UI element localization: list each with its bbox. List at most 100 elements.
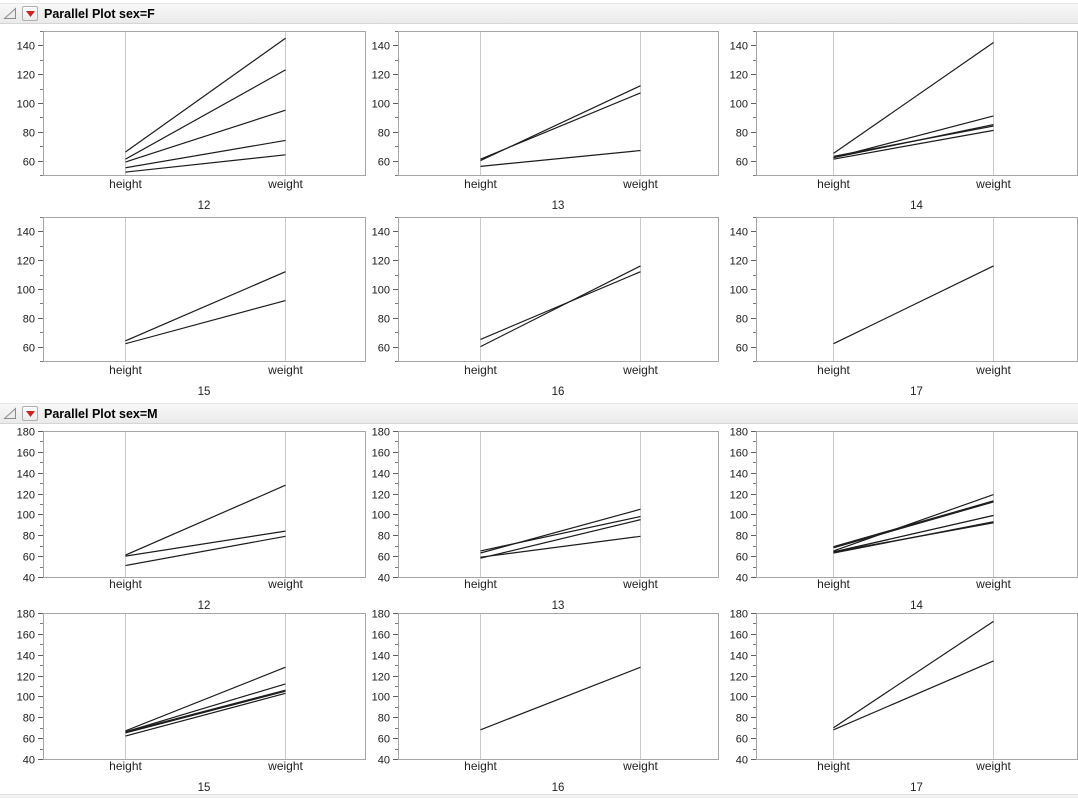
profile-line bbox=[833, 129, 994, 160]
y-axis-tick-label: 160 bbox=[17, 630, 35, 642]
y-axis-tick-label: 160 bbox=[730, 630, 748, 642]
y-axis-tick-label: 120 bbox=[730, 70, 748, 82]
y-axis-tick-label: 80 bbox=[736, 713, 748, 725]
disclosure-triangle-icon[interactable] bbox=[3, 406, 18, 421]
red-triangle-menu-button[interactable] bbox=[22, 6, 38, 21]
y-axis-tick-label: 140 bbox=[17, 469, 35, 481]
y-axis-tick-label: 60 bbox=[23, 343, 35, 355]
panel-age-label: 17 bbox=[910, 782, 923, 794]
y-axis-tick-label: 180 bbox=[730, 427, 748, 439]
y-axis-tick-label: 140 bbox=[372, 651, 390, 663]
profile-line bbox=[833, 514, 994, 553]
profile-line bbox=[125, 139, 286, 169]
y-axis-tick-label: 120 bbox=[372, 672, 390, 684]
y-axis-tick-label: 60 bbox=[378, 552, 390, 564]
y-axis-tick-label: 100 bbox=[372, 510, 390, 522]
y-axis-tick-label: 120 bbox=[730, 256, 748, 268]
y-axis-tick-label: 80 bbox=[736, 314, 748, 326]
y-axis-tick-label: 160 bbox=[372, 630, 390, 642]
y-axis-tick-label: 40 bbox=[736, 573, 748, 585]
weight-axis-label: weight bbox=[975, 177, 1011, 191]
panel-frame bbox=[756, 431, 1078, 578]
y-axis-tick-label: 80 bbox=[23, 713, 35, 725]
y-axis-tick-label: 180 bbox=[17, 609, 35, 621]
weight-axis-label: weight bbox=[975, 759, 1011, 773]
panel-frame bbox=[756, 217, 1078, 362]
panel-f-age-12: 60 80 100 120 140 height weight 12 bbox=[17, 31, 366, 212]
profile-line bbox=[125, 69, 286, 160]
y-axis-tick-label: 120 bbox=[17, 672, 35, 684]
panel-age-label: 14 bbox=[910, 200, 923, 212]
panel-frame bbox=[43, 31, 366, 176]
panel-f-age-15: 60 80 100 120 140 height weight 15 bbox=[17, 217, 366, 398]
panel-m-age-16: 40 60 80 100 120 140 160 180 height weight 16 bbox=[372, 609, 719, 794]
y-axis-tick-label: 100 bbox=[372, 692, 390, 704]
profile-line bbox=[125, 683, 286, 733]
y-axis-tick-label: 120 bbox=[730, 490, 748, 502]
y-axis-tick-label: 60 bbox=[736, 343, 748, 355]
panel-age-label: 13 bbox=[552, 200, 565, 212]
panel-frame bbox=[398, 217, 719, 362]
y-axis-tick-label: 160 bbox=[17, 448, 35, 460]
y-axis-tick-label: 100 bbox=[17, 285, 35, 297]
y-axis-tick-label: 60 bbox=[23, 157, 35, 169]
profile-line bbox=[480, 535, 641, 558]
panel-m-age-17: 40 60 80 100 120 140 160 180 height weight 17 bbox=[730, 609, 1078, 794]
y-axis-tick-label: 140 bbox=[730, 651, 748, 663]
y-axis-tick-label: 100 bbox=[372, 99, 390, 111]
height-axis-label: height bbox=[109, 177, 142, 191]
height-axis-label: height bbox=[817, 759, 850, 773]
y-axis-tick-label: 120 bbox=[17, 256, 35, 268]
y-axis-tick-label: 60 bbox=[736, 552, 748, 564]
weight-axis-label: weight bbox=[975, 363, 1011, 377]
profile-line bbox=[125, 37, 286, 153]
panel-age-label: 16 bbox=[552, 386, 565, 398]
y-axis-tick-label: 180 bbox=[372, 427, 390, 439]
y-axis-tick-label: 160 bbox=[730, 448, 748, 460]
y-axis-tick-label: 180 bbox=[730, 609, 748, 621]
y-axis-tick-label: 140 bbox=[372, 227, 390, 239]
panel-age-label: 13 bbox=[552, 600, 565, 612]
weight-axis-label: weight bbox=[622, 759, 658, 773]
y-axis-tick-label: 80 bbox=[378, 531, 390, 543]
y-axis-tick-label: 180 bbox=[17, 427, 35, 439]
panel-frame bbox=[43, 217, 366, 362]
panel-f-age-16: 60 80 100 120 140 height weight 16 bbox=[372, 217, 719, 398]
panel-age-label: 15 bbox=[198, 386, 211, 398]
y-axis-tick-label: 80 bbox=[23, 128, 35, 140]
panel-age-label: 17 bbox=[910, 386, 923, 398]
section-title: Parallel Plot sex=M bbox=[44, 406, 158, 421]
red-triangle-icon bbox=[25, 10, 35, 17]
y-axis-tick-label: 60 bbox=[736, 734, 748, 746]
height-axis-label: height bbox=[109, 363, 142, 377]
y-axis-tick-label: 140 bbox=[372, 41, 390, 53]
panel-f-age-14: 60 80 100 120 140 height weight 14 bbox=[730, 31, 1078, 212]
panel-frame bbox=[398, 613, 719, 760]
y-axis-tick-label: 120 bbox=[372, 490, 390, 502]
profile-line bbox=[125, 530, 286, 557]
disclosure-triangle-icon[interactable] bbox=[3, 6, 18, 21]
profile-line bbox=[833, 501, 994, 549]
weight-axis-label: weight bbox=[267, 577, 303, 591]
panel-f-age-13: 60 80 100 120 140 height weight 13 bbox=[372, 31, 719, 212]
profile-line bbox=[833, 522, 994, 553]
y-axis-tick-label: 120 bbox=[372, 70, 390, 82]
parallel-plot-grid-sex-f: 60 80 100 120 140 height weight 12 60 80 100 120 140… bbox=[17, 31, 1078, 398]
profile-line bbox=[833, 660, 994, 731]
panel-frame bbox=[398, 31, 719, 176]
profile-line bbox=[125, 484, 286, 556]
y-axis-tick-label: 140 bbox=[730, 41, 748, 53]
height-axis-label: height bbox=[464, 363, 497, 377]
red-triangle-menu-button[interactable] bbox=[22, 406, 38, 421]
profile-line bbox=[480, 271, 641, 340]
profile-line bbox=[125, 535, 286, 567]
y-axis-tick-label: 100 bbox=[730, 510, 748, 522]
y-axis-tick-label: 80 bbox=[736, 531, 748, 543]
panel-m-age-15: 40 60 80 100 120 140 160 180 height weight 15 bbox=[17, 609, 366, 794]
y-axis-tick-label: 140 bbox=[17, 651, 35, 663]
y-axis-tick-label: 60 bbox=[378, 157, 390, 169]
panel-age-label: 16 bbox=[552, 782, 565, 794]
profile-line bbox=[833, 265, 994, 345]
y-axis-tick-label: 80 bbox=[23, 314, 35, 326]
section-header-sex-m: Parallel Plot sex=M bbox=[0, 403, 1078, 424]
